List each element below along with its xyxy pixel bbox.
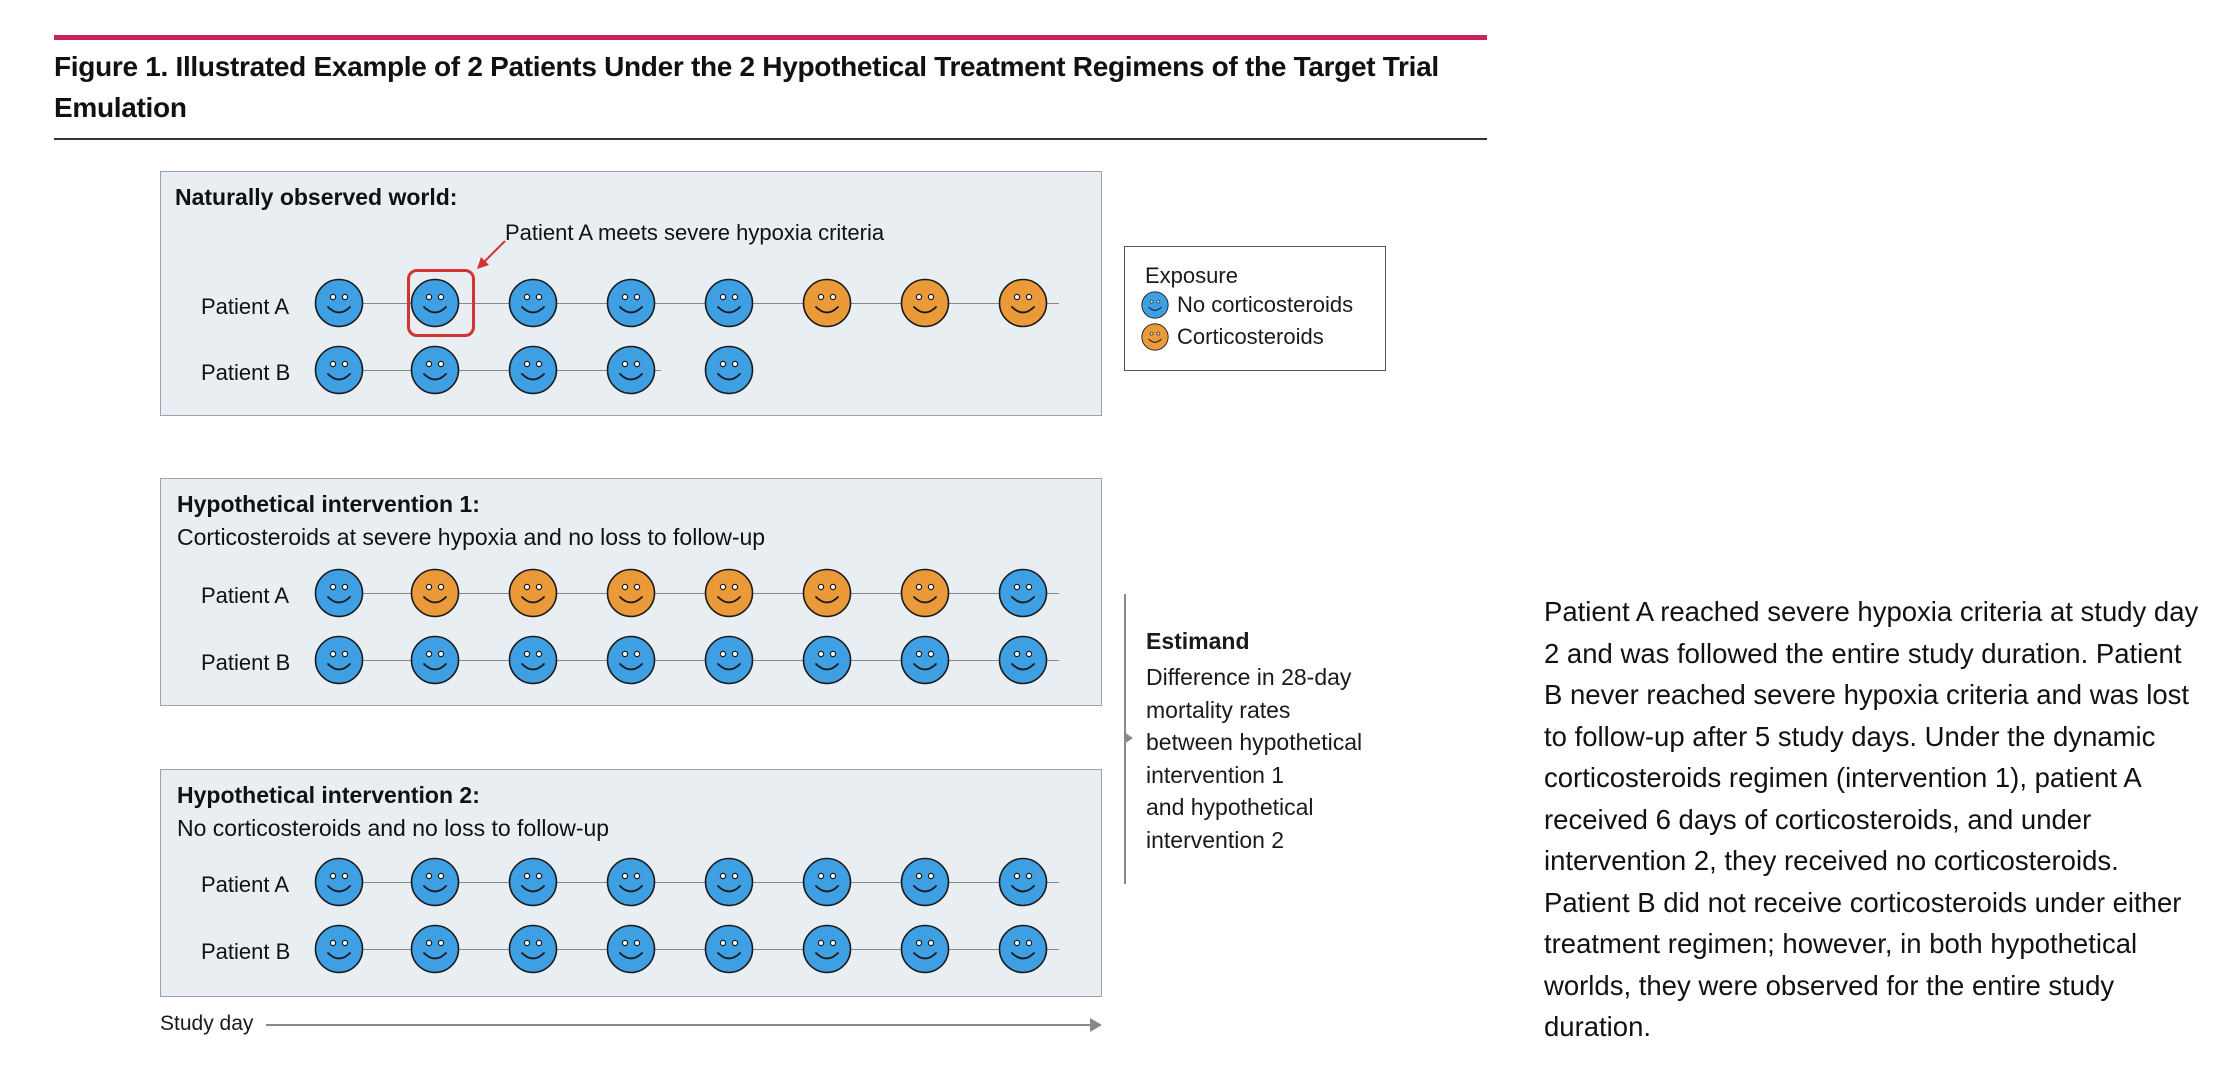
legend-item-corticosteroids: Corticosteroids <box>1141 323 1324 351</box>
axis-arrow <box>1090 1018 1102 1032</box>
title-rule <box>54 138 1487 140</box>
estimand-line: between hypothetical <box>1146 729 1363 755</box>
top-accent-rule <box>54 35 1487 40</box>
timeline-line <box>341 593 1059 594</box>
smiley-blue-icon <box>508 924 558 974</box>
smiley-blue-icon <box>314 924 364 974</box>
smiley-blue-icon <box>998 924 1048 974</box>
smiley-orange-icon <box>508 568 558 618</box>
smiley-blue-icon <box>802 635 852 685</box>
smiley-blue-icon <box>802 857 852 907</box>
estimand-text: Difference in 28-day mortality rates bet… <box>1146 661 1386 856</box>
patient-label: Patient B <box>201 650 291 675</box>
smiley-blue-icon <box>900 924 950 974</box>
smiley-blue-icon <box>410 924 460 974</box>
timeline-line <box>341 370 661 371</box>
estimand-line: mortality rates <box>1146 696 1291 723</box>
smiley-blue-icon <box>508 857 558 907</box>
smiley-blue-icon <box>508 278 558 328</box>
panel-observed-world: Naturally observed world: Patient A meet… <box>160 171 1102 416</box>
patient-label: Patient A <box>201 294 290 319</box>
smiley-blue-icon <box>606 278 656 328</box>
estimand-line: intervention 2 <box>1146 826 1285 853</box>
smiley-blue-icon <box>704 635 754 685</box>
smiley-orange-icon <box>704 568 754 618</box>
exposure-legend: Exposure No corticosteroids Corticostero… <box>1124 246 1386 371</box>
smiley-orange-icon <box>1141 323 1169 351</box>
smiley-blue-icon <box>900 857 950 907</box>
estimand-line: Difference in 28-day <box>1146 664 1352 690</box>
panel-subtitle: No corticosteroids and no loss to follow… <box>177 815 610 841</box>
smiley-blue-icon <box>1141 291 1169 319</box>
estimand-line: and hypothetical <box>1146 794 1314 820</box>
smiley-orange-icon <box>998 278 1048 328</box>
timeline-line <box>341 949 1059 950</box>
smiley-blue-icon <box>802 924 852 974</box>
panel-title: Hypothetical intervention 2: <box>177 782 480 808</box>
smiley-blue-icon <box>314 635 364 685</box>
panel-intervention-1: Hypothetical intervention 1: Corticoster… <box>160 478 1102 706</box>
smiley-blue-icon <box>606 857 656 907</box>
panel-subtitle: Corticosteroids at severe hypoxia and no… <box>177 524 766 550</box>
hypoxia-highlight-box <box>407 269 475 337</box>
legend-title: Exposure <box>1145 263 1238 288</box>
smiley-blue-icon <box>314 857 364 907</box>
smiley-blue-icon <box>998 568 1048 618</box>
smiley-orange-icon <box>410 568 460 618</box>
smiley-blue-icon <box>410 345 460 395</box>
timline-line <box>341 882 1059 883</box>
smiley-blue-icon <box>314 278 364 328</box>
panel-intervention-2: Hypothetical intervention 2: No corticos… <box>160 769 1102 997</box>
legend-item-no-corticosteroids: No corticosteroids <box>1141 291 1353 319</box>
smiley-blue-icon <box>410 635 460 685</box>
smiley-blue-icon <box>704 924 754 974</box>
patient-label: Patient A <box>201 583 290 608</box>
smiley-orange-icon <box>802 568 852 618</box>
smiley-blue-icon <box>508 635 558 685</box>
estimand-bracket-arrow <box>1124 732 1133 744</box>
smiley-orange-icon <box>802 278 852 328</box>
smiley-blue-icon <box>314 568 364 618</box>
smiley-blue-icon <box>998 857 1048 907</box>
patient-label: Patient B <box>201 360 291 385</box>
smiley-blue-icon <box>410 278 460 328</box>
smiley-blue-icon <box>314 345 364 395</box>
smiley-blue-icon <box>606 924 656 974</box>
smiley-orange-icon <box>606 568 656 618</box>
smiley-orange-icon <box>900 568 950 618</box>
axis-label: Study day <box>160 1012 254 1035</box>
annotation-arrow <box>477 240 506 269</box>
smiley-orange-icon <box>900 278 950 328</box>
timeline-line <box>341 660 1059 661</box>
estimand-line: intervention 1 <box>1146 761 1285 788</box>
smiley-blue-icon <box>900 635 950 685</box>
patient-label: Patient B <box>201 939 291 964</box>
panel-title: Hypothetical intervention 1: <box>177 491 480 517</box>
panel-title: Naturally observed world: <box>175 184 458 210</box>
smiley-blue-icon <box>410 857 460 907</box>
smiley-blue-icon <box>606 635 656 685</box>
figure-title: Figure 1. Illustrated Example of 2 Patie… <box>54 51 1439 123</box>
axis-line <box>266 1024 1092 1026</box>
smiley-blue-icon <box>704 345 754 395</box>
patient-label: Patient A <box>201 872 290 897</box>
smiley-blue-icon <box>508 345 558 395</box>
smiley-blue-icon <box>998 635 1048 685</box>
smiley-blue-icon <box>606 345 656 395</box>
hypoxia-annotation: Patient A meets severe hypoxia criteria <box>505 220 885 245</box>
smiley-blue-icon <box>704 278 754 328</box>
smiley-blue-icon <box>704 857 754 907</box>
estimand-title: Estimand <box>1146 628 1250 654</box>
figure-caption: Patient A reached severe hypoxia criteri… <box>1544 596 2199 1042</box>
timeline-line <box>341 303 1059 304</box>
